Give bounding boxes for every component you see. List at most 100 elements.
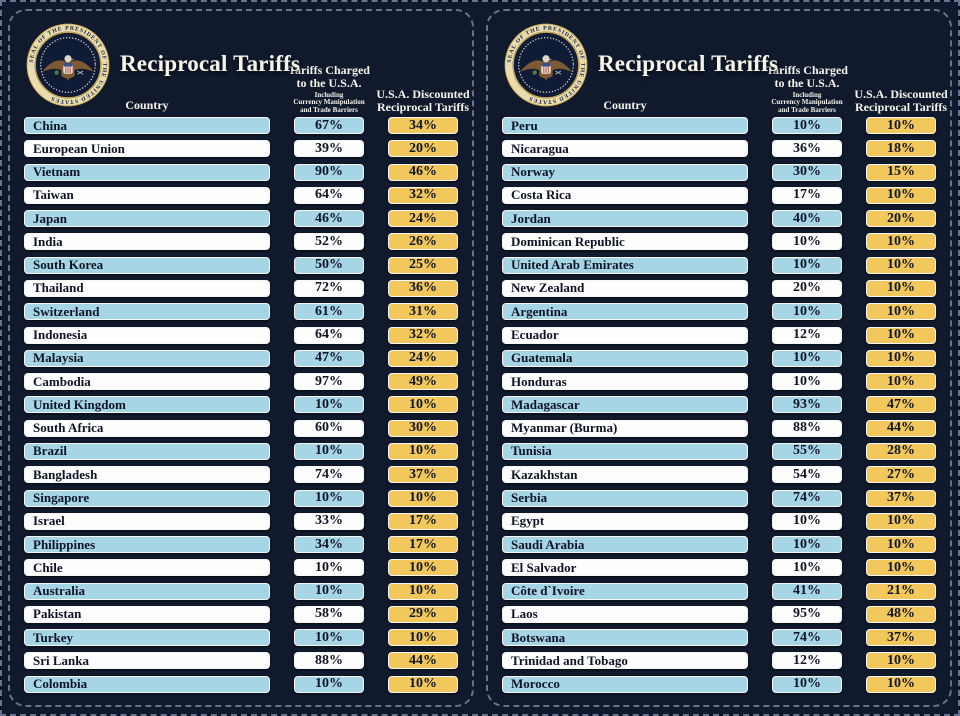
table-row: Trinidad and Tobago 12% 10% bbox=[502, 652, 936, 670]
charged-tariff-cell: 10% bbox=[294, 559, 364, 577]
country-cell: China bbox=[24, 117, 270, 134]
table-row: Guatemala 10% 10% bbox=[502, 349, 936, 367]
discounted-tariff-cell: 36% bbox=[388, 279, 458, 297]
table-row: Egypt 10% 10% bbox=[502, 512, 936, 530]
table-row: South Africa 60% 30% bbox=[24, 419, 458, 437]
country-cell: Israel bbox=[24, 512, 270, 530]
charged-tariff-cell: 20% bbox=[772, 279, 842, 297]
discounted-column-header: U.S.A. Discounted Reciprocal Tariffs bbox=[854, 87, 948, 114]
table-row: Serbia 74% 37% bbox=[502, 489, 936, 507]
table-row: Singapore 10% 10% bbox=[24, 489, 458, 507]
discounted-tariff-cell: 32% bbox=[388, 326, 458, 344]
card-header: SEAL OF THE PRESIDENT OF THE UNITED STAT… bbox=[24, 17, 470, 117]
table-row: European Union 39% 20% bbox=[24, 140, 458, 158]
charged-tariff-cell: 64% bbox=[294, 186, 364, 204]
card-header: SEAL OF THE PRESIDENT OF THE UNITED STAT… bbox=[502, 17, 948, 117]
table-row: Israel 33% 17% bbox=[24, 512, 458, 530]
discounted-tariff-cell: 34% bbox=[388, 117, 458, 134]
country-cell: New Zealand bbox=[502, 279, 748, 297]
charged-tariff-cell: 95% bbox=[772, 605, 842, 623]
discounted-tariff-cell: 25% bbox=[388, 256, 458, 274]
country-cell: Saudi Arabia bbox=[502, 536, 748, 554]
discounted-tariff-cell: 21% bbox=[866, 582, 936, 600]
country-column-header: Country bbox=[603, 98, 647, 112]
table-row: Australia 10% 10% bbox=[24, 582, 458, 600]
table-row: Laos 95% 48% bbox=[502, 605, 936, 623]
table-row: Dominican Republic 10% 10% bbox=[502, 233, 936, 251]
country-cell: Guatemala bbox=[502, 349, 748, 367]
table-row: New Zealand 20% 10% bbox=[502, 279, 936, 297]
table-row: Myanmar (Burma) 88% 44% bbox=[502, 419, 936, 437]
charged-tariff-cell: 55% bbox=[772, 442, 842, 460]
table-row: Brazil 10% 10% bbox=[24, 442, 458, 460]
charged-tariff-cell: 88% bbox=[294, 652, 364, 670]
discounted-tariff-cell: 44% bbox=[388, 652, 458, 670]
charged-tariff-cell: 90% bbox=[294, 163, 364, 181]
discounted-tariff-cell: 10% bbox=[866, 373, 936, 391]
discounted-tariff-cell: 10% bbox=[866, 256, 936, 274]
charged-tariff-cell: 10% bbox=[772, 303, 842, 321]
tariff-card-right: SEAL OF THE PRESIDENT OF THE UNITED STAT… bbox=[480, 2, 958, 714]
country-cell: Colombia bbox=[24, 675, 270, 693]
table-row: Argentina 10% 10% bbox=[502, 303, 936, 321]
country-cell: Brazil bbox=[24, 442, 270, 460]
country-cell: Bangladesh bbox=[24, 466, 270, 484]
country-cell: Indonesia bbox=[24, 326, 270, 344]
country-cell: Sri Lanka bbox=[24, 652, 270, 670]
country-cell: Costa Rica bbox=[502, 186, 748, 204]
table-row: Côte d`Ivoire 41% 21% bbox=[502, 582, 936, 600]
discounted-tariff-cell: 10% bbox=[388, 582, 458, 600]
country-cell: United Kingdom bbox=[24, 396, 270, 414]
charged-column-header: Tariffs Charged to the U.S.A. Including … bbox=[288, 62, 370, 114]
country-cell: Tunisia bbox=[502, 442, 748, 460]
discounted-tariff-cell: 18% bbox=[866, 140, 936, 158]
eagle-icon bbox=[519, 55, 573, 81]
country-cell: South Korea bbox=[24, 256, 270, 274]
country-cell: Japan bbox=[24, 210, 270, 228]
charged-tariff-cell: 10% bbox=[772, 349, 842, 367]
discounted-tariff-cell: 20% bbox=[866, 210, 936, 228]
eagle-icon bbox=[41, 55, 95, 81]
discounted-tariff-cell: 10% bbox=[866, 117, 936, 134]
country-cell: Taiwan bbox=[24, 186, 270, 204]
country-cell: Ecuador bbox=[502, 326, 748, 344]
discounted-tariff-cell: 10% bbox=[388, 442, 458, 460]
country-cell: Thailand bbox=[24, 279, 270, 297]
table-row: Kazakhstan 54% 27% bbox=[502, 466, 936, 484]
header-left: SEAL OF THE PRESIDENT OF THE UNITED STAT… bbox=[24, 17, 300, 117]
charged-tariff-cell: 17% bbox=[772, 186, 842, 204]
discounted-tariff-cell: 48% bbox=[866, 605, 936, 623]
table-row: South Korea 50% 25% bbox=[24, 256, 458, 274]
country-cell: Philippines bbox=[24, 536, 270, 554]
charged-tariff-cell: 12% bbox=[772, 326, 842, 344]
presidential-seal-icon: SEAL OF THE PRESIDENT OF THE UNITED STAT… bbox=[26, 23, 110, 107]
table-row: Taiwan 64% 32% bbox=[24, 186, 458, 204]
country-cell: Norway bbox=[502, 163, 748, 181]
discounted-tariff-cell: 15% bbox=[866, 163, 936, 181]
country-cell: Serbia bbox=[502, 489, 748, 507]
discounted-tariff-cell: 30% bbox=[388, 419, 458, 437]
table-row: Nicaragua 36% 18% bbox=[502, 140, 936, 158]
header-left: SEAL OF THE PRESIDENT OF THE UNITED STAT… bbox=[502, 17, 778, 117]
table-row: Thailand 72% 36% bbox=[24, 279, 458, 297]
charged-tariff-cell: 41% bbox=[772, 582, 842, 600]
discounted-tariff-cell: 10% bbox=[388, 629, 458, 647]
table-row: Botswana 74% 37% bbox=[502, 629, 936, 647]
country-cell: Trinidad and Tobago bbox=[502, 652, 748, 670]
table-row: Switzerland 61% 31% bbox=[24, 303, 458, 321]
table-row: Madagascar 93% 47% bbox=[502, 396, 936, 414]
charged-tariff-cell: 74% bbox=[772, 489, 842, 507]
table-row: Bangladesh 74% 37% bbox=[24, 466, 458, 484]
charged-tariff-cell: 10% bbox=[294, 582, 364, 600]
country-cell: Malaysia bbox=[24, 349, 270, 367]
page-title: Reciprocal Tariffs bbox=[598, 51, 779, 76]
table-row: Morocco 10% 10% bbox=[502, 675, 936, 693]
charged-tariff-cell: 10% bbox=[772, 559, 842, 577]
country-cell: Morocco bbox=[502, 675, 748, 693]
charged-tariff-cell: 12% bbox=[772, 652, 842, 670]
discounted-tariff-cell: 10% bbox=[388, 559, 458, 577]
discounted-tariff-cell: 28% bbox=[866, 442, 936, 460]
charged-tariff-cell: 40% bbox=[772, 210, 842, 228]
discounted-tariff-cell: 29% bbox=[388, 605, 458, 623]
